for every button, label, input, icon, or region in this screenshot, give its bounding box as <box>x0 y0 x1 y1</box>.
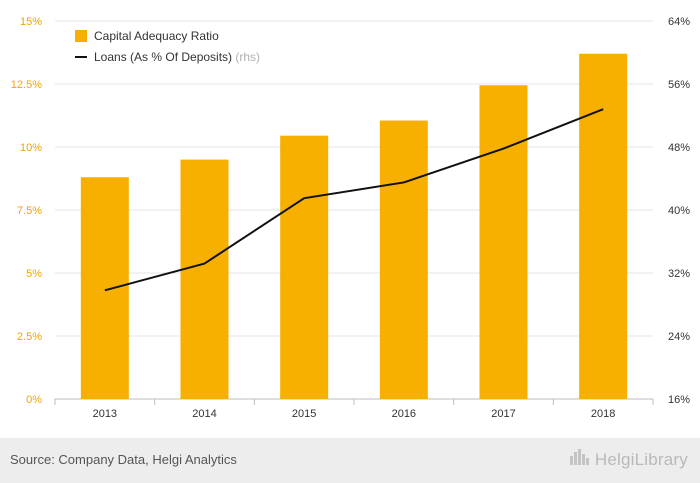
right-tick-label: 24% <box>668 331 690 343</box>
bar <box>180 159 229 399</box>
left-tick-label: 2.5% <box>17 331 42 343</box>
legend-label-capital-adequacy: Capital Adequacy Ratio <box>94 29 219 43</box>
right-tick-label: 40% <box>668 205 690 217</box>
x-tick-label: 2017 <box>491 408 515 420</box>
footer: Source: Company Data, Helgi Analytics He… <box>0 438 700 483</box>
x-tick-label: 2015 <box>292 408 316 420</box>
brand-name: HelgiLibrary <box>594 449 688 469</box>
x-tick-label: 2018 <box>591 408 615 420</box>
x-tick-label: 2016 <box>392 408 416 420</box>
bar <box>280 135 329 399</box>
bar <box>479 85 528 399</box>
left-tick-label: 7.5% <box>17 205 42 217</box>
source-note: Source: Company Data, Helgi Analytics <box>10 452 237 467</box>
right-tick-label: 48% <box>668 142 690 154</box>
left-tick-label: 15% <box>20 16 42 28</box>
city-skyline-icon <box>569 448 591 471</box>
left-tick-label: 5% <box>26 268 42 280</box>
right-tick-label: 56% <box>668 79 690 91</box>
legend-label-loans: Loans (As % Of Deposits) (rhs) <box>94 50 260 64</box>
bar <box>579 53 628 399</box>
left-tick-label: 12.5% <box>11 79 42 91</box>
left-tick-label: 0% <box>26 394 42 406</box>
right-tick-label: 32% <box>668 268 690 280</box>
line-series-loans <box>104 108 604 292</box>
combo-chart: 0% 2.5% 5% 7.5% 10% 12.5% 15% 16% 24% 32% 40% 48% 56… <box>11 16 690 420</box>
right-tick-label: 16% <box>668 394 690 406</box>
brand-logo[interactable]: HelgiLibrary <box>569 448 688 471</box>
x-tick-label: 2014 <box>192 408 216 420</box>
legend-swatch-capital-adequacy <box>75 30 87 42</box>
x-tick-label: 2013 <box>93 408 117 420</box>
left-tick-label: 10% <box>20 142 42 154</box>
legend-rhs-suffix: (rhs) <box>235 50 260 64</box>
bar <box>379 120 428 399</box>
bar <box>80 177 129 399</box>
right-tick-label: 64% <box>668 16 690 28</box>
